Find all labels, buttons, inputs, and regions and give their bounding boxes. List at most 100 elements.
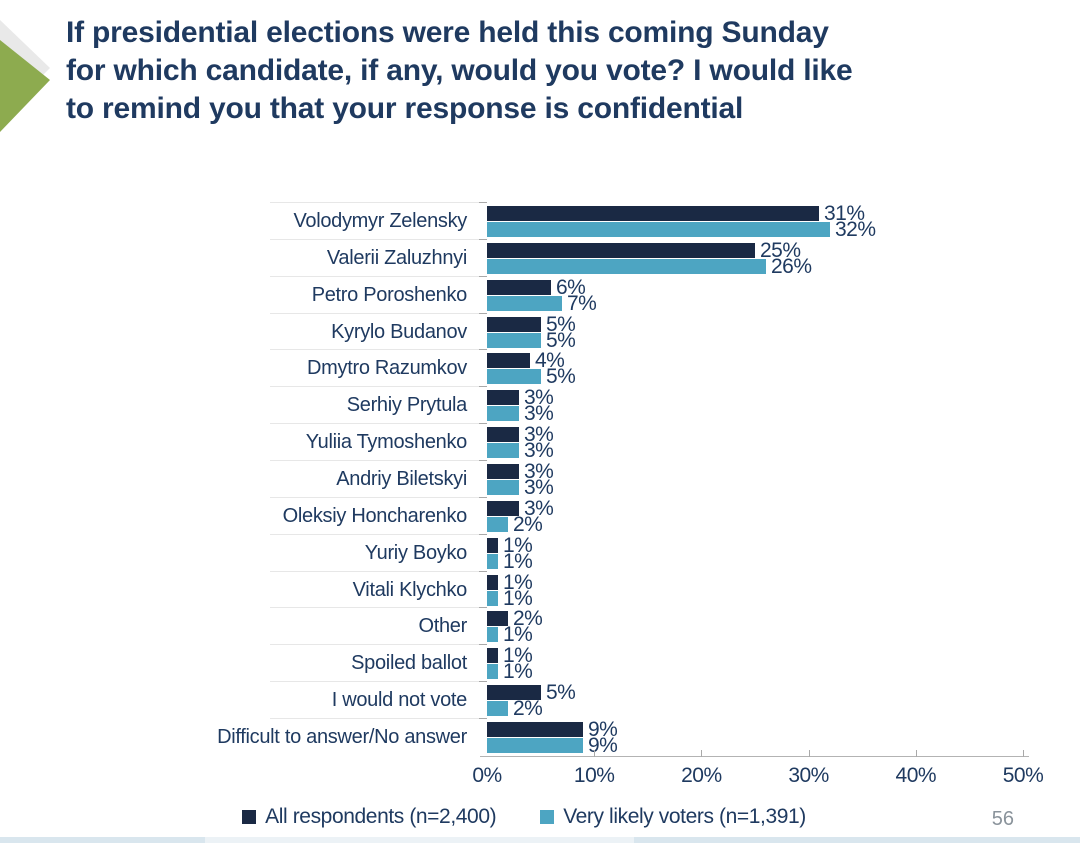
bar-series-0 xyxy=(487,574,498,590)
legend-item-series-1: Very likely voters (n=1,391) xyxy=(540,805,806,829)
bar-series-0 xyxy=(487,537,498,553)
category-row: Petro Poroshenko 6% 7% xyxy=(0,275,1080,315)
bar-series-0 xyxy=(487,685,541,701)
bar-value-label: 3% xyxy=(524,402,554,426)
bar-series-1 xyxy=(487,406,519,422)
bar-series-1 xyxy=(487,627,498,643)
slide-accent-arrow-icon xyxy=(0,0,60,150)
x-axis-tick-label: 40% xyxy=(895,764,937,787)
category-label: Oleksiy Honcharenko xyxy=(282,504,468,527)
category-row: Yuriy Boyko 1% 1% xyxy=(0,533,1080,573)
bar-value-label: 5% xyxy=(546,312,576,336)
category-label: Difficult to answer/No answer xyxy=(217,725,467,748)
bar-value-label: 4% xyxy=(535,349,565,373)
bar-value-label: 2% xyxy=(513,697,543,721)
bar-series-0 xyxy=(487,611,508,627)
bar-series-1 xyxy=(487,701,508,717)
category-row: I would not vote 5% 2% xyxy=(0,681,1080,721)
bar-value-label: 5% xyxy=(546,328,576,352)
legend-swatch-icon xyxy=(540,810,555,824)
x-axis-tick-label: 30% xyxy=(788,764,829,787)
category-label: Volodymyr Zelensky xyxy=(293,209,467,232)
bar-series-1 xyxy=(487,443,519,459)
bar-series-0 xyxy=(487,722,583,738)
bar-series-1 xyxy=(487,664,498,680)
category-label: Dmytro Razumkov xyxy=(307,357,467,380)
category-row: Dmytro Razumkov 4% 5% xyxy=(0,349,1080,387)
bar-value-label: 9% xyxy=(588,718,618,742)
chart-legend: All respondents (n=2,400) Very likely vot… xyxy=(0,805,1048,829)
bar-series-0 xyxy=(487,242,755,258)
x-axis-tick xyxy=(808,750,810,757)
bottom-strip-segment xyxy=(634,837,1080,843)
category-label: Petro Poroshenko xyxy=(311,283,468,306)
bar-value-label: 5% xyxy=(546,681,576,705)
x-axis-tick-label: 50% xyxy=(1002,764,1044,787)
bar-value-label: 1% xyxy=(503,660,533,684)
bar-series-0 xyxy=(487,353,530,369)
bar-series-0 xyxy=(487,464,519,480)
x-axis-tick xyxy=(701,750,703,757)
bar-value-label: 1% xyxy=(503,644,533,668)
category-row: Kyrylo Budanov 5% 5% xyxy=(0,312,1080,352)
x-axis-tick-label: 0% xyxy=(472,764,502,787)
category-label: Serhiy Prytula xyxy=(346,394,468,417)
bar-series-1 xyxy=(487,738,583,754)
page-number: 56 xyxy=(991,808,1014,830)
bar-value-label: 2% xyxy=(513,512,543,536)
bar-value-label: 1% xyxy=(503,549,533,573)
category-label: Kyrylo Budanov xyxy=(331,320,467,343)
legend-label: Very likely voters (n=1,391) xyxy=(563,805,806,828)
bar-value-label: 1% xyxy=(503,623,533,647)
bar-value-label: 7% xyxy=(567,291,597,315)
bar-series-1 xyxy=(487,480,519,496)
category-row: Yuliia Tymoshenko 3% 3% xyxy=(0,423,1080,461)
bar-value-label: 3% xyxy=(524,423,554,447)
x-axis-line xyxy=(480,756,1029,757)
category-row: Spoiled ballot 1% 1% xyxy=(0,644,1080,684)
bar-series-0 xyxy=(487,500,519,516)
legend-label: All respondents (n=2,400) xyxy=(265,805,497,828)
category-row: Difficult to answer/No answer 9% 9% xyxy=(0,718,1080,758)
x-axis-tick xyxy=(915,750,917,757)
category-row: Valerii Zaluzhnyi 25% 26% xyxy=(0,238,1080,278)
bar-value-label: 31% xyxy=(824,202,865,225)
bar-series-0 xyxy=(487,279,551,295)
category-label: Yuliia Tymoshenko xyxy=(305,431,468,454)
category-label: Andriy Biletskyi xyxy=(336,467,467,490)
bar-value-label: 9% xyxy=(588,734,618,758)
category-row: Andriy Biletskyi 3% 3% xyxy=(0,460,1080,498)
bar-value-label: 26% xyxy=(771,254,812,278)
x-axis-tick xyxy=(1023,750,1024,757)
bar-chart: Volodymyr Zelensky 31% 32% Valerii Zaluzhny… xyxy=(0,202,1080,758)
category-row: Serhiy Prytula 3% 3% xyxy=(0,386,1080,426)
slide-title-line-3: to remind you that your response is conf… xyxy=(66,92,744,125)
bar-value-label: 3% xyxy=(524,496,554,520)
bar-value-label: 32% xyxy=(835,218,876,241)
category-label: Valerii Zaluzhnyi xyxy=(326,246,467,269)
category-row: Vitali Klychko 1% 1% xyxy=(0,570,1080,610)
bottom-strip-segment xyxy=(0,837,205,843)
bar-series-1 xyxy=(487,516,508,532)
bar-value-label: 25% xyxy=(760,238,801,262)
bar-series-1 xyxy=(487,590,498,606)
category-label: I would not vote xyxy=(331,689,468,712)
category-label: Spoiled ballot xyxy=(351,652,467,675)
bar-series-0 xyxy=(487,390,519,406)
bar-series-1 xyxy=(487,258,766,274)
bar-value-label: 3% xyxy=(524,460,554,484)
bar-series-1 xyxy=(487,222,830,237)
bar-series-0 xyxy=(487,316,541,332)
bottom-strip-segment xyxy=(205,837,634,843)
category-row: Other 2% 1% xyxy=(0,607,1080,647)
bar-series-0 xyxy=(487,427,519,443)
category-label: Other xyxy=(418,615,467,638)
bar-value-label: 1% xyxy=(503,533,533,557)
bar-value-label: 2% xyxy=(513,607,543,631)
category-label: Vitali Klychko xyxy=(352,578,468,601)
category-label: Yuriy Boyko xyxy=(364,541,468,564)
bar-series-1 xyxy=(487,369,541,385)
bar-value-label: 1% xyxy=(503,586,533,610)
slide-title-line-1: If presidential elections were held this… xyxy=(66,16,829,49)
x-axis-tick-label: 10% xyxy=(573,764,615,787)
